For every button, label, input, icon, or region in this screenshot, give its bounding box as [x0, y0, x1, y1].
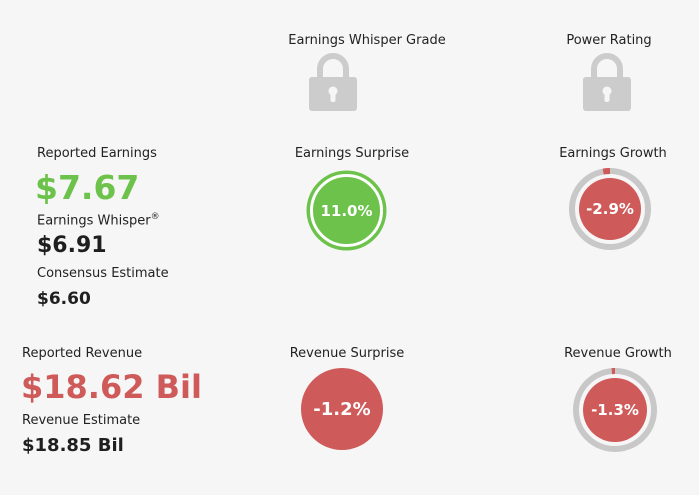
earnings-whisper-grade-label: Earnings Whisper Grade	[288, 33, 446, 48]
revenue-surprise-label: Revenue Surprise	[289, 346, 405, 361]
earnings-whisper-label-text: Earnings Whisper	[37, 213, 151, 229]
reported-earnings-label: Reported Earnings	[37, 146, 157, 161]
reported-earnings-value: $7.67	[35, 168, 140, 207]
earnings-surprise-value: 11.0%	[320, 201, 373, 220]
earnings-growth-value: -2.9%	[586, 200, 634, 218]
revenue-growth-gauge: -1.3%	[572, 367, 658, 453]
revenue-growth-label: Revenue Growth	[564, 346, 672, 361]
reported-revenue-value: $18.62 Bil	[21, 368, 202, 406]
revenue-estimate-value: $18.85 Bil	[22, 435, 124, 456]
revenue-surprise-circle: -1.2%	[301, 368, 383, 450]
consensus-estimate-value: $6.60	[37, 289, 91, 309]
lock-icon[interactable]	[581, 50, 633, 112]
earnings-whisper-label: Earnings Whisper®	[37, 212, 160, 228]
earnings-surprise-ring	[306, 170, 387, 251]
consensus-estimate-label: Consensus Estimate	[37, 266, 169, 281]
revenue-surprise-value: -1.2%	[313, 398, 371, 420]
earnings-growth-gauge: -2.9%	[568, 167, 652, 251]
earnings-surprise-label: Earnings Surprise	[294, 146, 410, 161]
lock-icon[interactable]	[307, 50, 359, 112]
reported-revenue-label: Reported Revenue	[22, 346, 143, 361]
registered-mark: ®	[150, 212, 160, 222]
earnings-surprise-circle: 11.0%	[304, 168, 389, 253]
revenue-estimate-label: Revenue Estimate	[22, 413, 141, 428]
revenue-growth-ring	[573, 367, 657, 452]
revenue-growth-value: -1.3%	[591, 401, 639, 419]
revenue-surprise-disc	[301, 368, 383, 450]
earnings-growth-ring	[569, 167, 651, 250]
earnings-growth-label: Earnings Growth	[559, 146, 667, 161]
power-rating-label: Power Rating	[566, 33, 652, 48]
earnings-whisper-value: $6.91	[37, 233, 107, 258]
